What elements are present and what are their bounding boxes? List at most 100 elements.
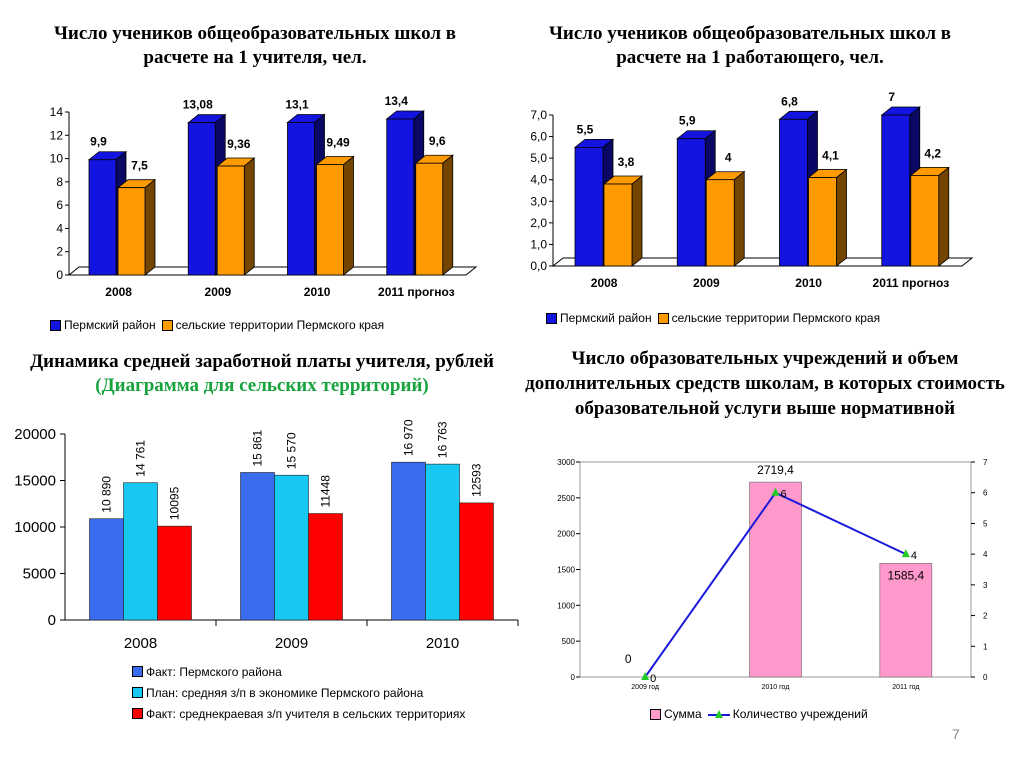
chart4-y2-tick-label: 0: [983, 673, 988, 682]
chart2-data-label: 4,1: [822, 149, 839, 163]
chart4-plot: 0 500 1000 1500 2000 2500 3000 0 1 2 3 4 5 6 7 2009 год…: [557, 458, 988, 691]
chart2-x-tick-label: 2011 прогноз: [873, 276, 950, 290]
chart1-title: Число учеников общеобразовательных школ …: [53, 23, 457, 68]
chart3-bar: [123, 482, 158, 621]
chart1-bar: [414, 154, 454, 276]
chart4-y-tick-label: 1000: [557, 601, 575, 610]
chart4-line-marker: [641, 672, 650, 680]
chart1-y-tick-label: 2: [56, 245, 63, 259]
chart3-legend-label: Факт: среднекраевая з/п учителя в сельск…: [146, 706, 466, 721]
chart2-bar-side: [733, 170, 745, 267]
chart2-legend-swatch: [546, 313, 557, 325]
chart3-bar: [89, 518, 124, 621]
chart2-title: Число учеников общеобразовательных школ …: [548, 23, 952, 68]
chart1-x-tick-label: 2011 прогноз: [378, 285, 455, 299]
chart1-y-tick-label: 4: [56, 221, 63, 235]
chart2-bar: [807, 168, 848, 267]
chart4-title: Число образовательных учреждений и объем…: [525, 348, 1005, 419]
chart1-bar: [385, 110, 425, 276]
chart4-y2-tick-label: 3: [983, 581, 988, 590]
chart4-x-tick-label: 2009 год: [631, 684, 659, 691]
chart3-plot: 0 5000 10000 15000 20000 2008 10 890 14 761 1009…: [14, 419, 519, 652]
chart3-bar: [391, 461, 426, 621]
chart4-bar-label: 2719,4: [757, 463, 794, 477]
chart1-bar: [315, 155, 355, 276]
chart4-legend: Сумма Количество учреждений: [650, 707, 874, 721]
chart1-data-label: 9,49: [326, 136, 350, 150]
chart4-y2-tick-label: 6: [983, 489, 988, 498]
chart4-line-marker: [771, 487, 780, 496]
chart4-y-tick-label: 3000: [557, 458, 575, 467]
chart3-bar: [157, 525, 192, 621]
chart2-legend-item: сельские территории Пермского края: [657, 311, 880, 325]
chart1-x-tick-label: 2010: [304, 285, 331, 299]
chart4-y-tick-label: 500: [562, 637, 576, 646]
chart4-y2-tick-label: 2: [983, 612, 988, 621]
chart1-x-tick-label: 2008: [105, 285, 132, 299]
chart2-data-label: 4: [725, 151, 732, 165]
chart1-bar-front: [187, 122, 216, 276]
chart4-y2-tick-label: 7: [983, 458, 988, 467]
chart1-legend-swatch: [161, 320, 173, 332]
chart2-bar-side: [631, 175, 643, 267]
chart3-data-label: 15 570: [285, 432, 299, 469]
chart3-data-label: 12593: [470, 463, 484, 497]
chart1-data-label: 13,1: [285, 97, 309, 111]
chart4-x-tick-label: 2011 год: [892, 684, 919, 691]
chart2-bar-front: [910, 174, 940, 267]
chart1-legend-swatch: [50, 320, 61, 332]
chart2-y-tick-label: 4,0: [530, 173, 547, 187]
chart3-legend-label: Факт: Пермского района: [146, 664, 282, 679]
chart1-bar-side: [442, 154, 454, 276]
chart4-y-tick-label: 1500: [557, 566, 575, 575]
chart1-y-tick-label: 14: [50, 105, 64, 119]
chart3-data-label: 16 763: [436, 421, 450, 458]
chart3-y-tick-label: 20000: [14, 426, 56, 443]
chart2-bar: [602, 175, 644, 267]
chart2-legend-label: Пермский район: [560, 311, 652, 325]
chart1-bar-front: [415, 162, 444, 276]
chart1-bar-front: [117, 187, 146, 276]
chart2-legend: Пермский район сельские территории Пермск…: [546, 311, 886, 325]
chart3-y-tick-label: 15000: [14, 473, 56, 490]
chart2-bar-front: [881, 114, 911, 267]
chart2-y-tick-label: 1,0: [530, 237, 547, 251]
chart3-bar: [459, 502, 494, 621]
chart1-bar-side: [243, 157, 255, 276]
chart3-data-label: 15 861: [251, 429, 265, 466]
chart1-legend-item: Пермский район: [50, 318, 156, 332]
chart4-y2-tick-label: 1: [983, 642, 988, 651]
chart2-bar-front: [574, 146, 604, 267]
chart2-plot: 0,0 1,0 2,0 3,0 4,0 5,0 6,0 7,0 2008 5,5 3,8 2009 5,…: [530, 90, 974, 290]
chart4-bar: [879, 563, 933, 678]
chart1-bar-side: [343, 155, 354, 276]
chart2-y-tick-label: 2,0: [530, 216, 547, 230]
chart4-y2-tick-label: 5: [983, 519, 988, 528]
chart2-bar: [909, 166, 950, 267]
chart1-data-label: 9,36: [227, 137, 251, 151]
chart2-data-label: 3,8: [618, 155, 635, 169]
chart1-legend: Пермский район сельские территории Пермск…: [50, 318, 390, 332]
chart1-bar: [116, 178, 157, 276]
chart3-legend: Факт: Пермского района План: средняя з/п …: [132, 661, 465, 724]
chart1-bar-front: [316, 164, 344, 276]
chart1-y-tick-label: 0: [56, 268, 63, 282]
chart4-line-marker: [901, 549, 910, 558]
chart1-legend-label: сельские территории Пермского края: [175, 318, 385, 332]
chart3-legend-swatch: [132, 666, 143, 677]
chart2-bar-front: [705, 179, 735, 267]
chart1-legend-item: сельские территории Пермского края: [161, 318, 385, 332]
chart1-bar-front: [216, 165, 245, 276]
chart2-legend-item: Пермский район: [546, 311, 652, 325]
chart1-data-label: 13,4: [385, 94, 409, 108]
chart3-legend-item: Факт: Пермского района: [132, 661, 465, 682]
chart3-y-tick-label: 5000: [23, 566, 56, 583]
chart2-bar: [705, 170, 746, 267]
chart1-plot: 0 2 4 6 8 10 12 14 2008 9,9 7,5 2009 13,08 9,36 2010 13…: [50, 94, 478, 299]
chart4-legend-label: Сумма: [664, 707, 702, 721]
chart3-y-tick-label: 10000: [14, 519, 56, 536]
chart4-y-tick-label: 2000: [557, 530, 575, 539]
chart2-data-label: 5,5: [577, 122, 594, 136]
chart1-y-tick-label: 10: [50, 152, 64, 166]
chart2-bar-side: [938, 166, 950, 267]
